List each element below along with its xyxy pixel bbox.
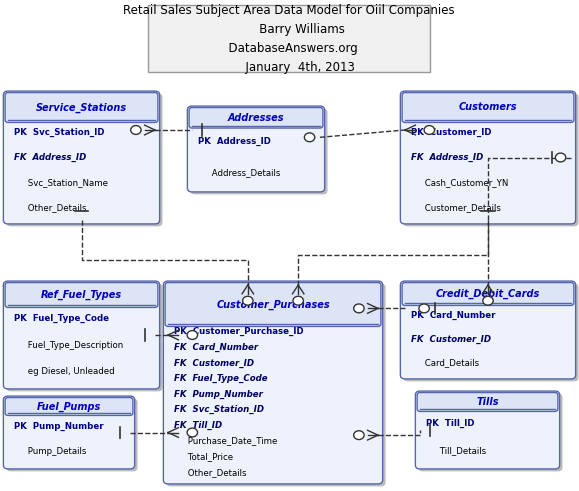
- Text: Customer_Purchases: Customer_Purchases: [216, 300, 330, 310]
- Text: Fuel_Type_Description: Fuel_Type_Description: [14, 340, 123, 350]
- Text: Cash_Customer_YN: Cash_Customer_YN: [411, 178, 508, 187]
- Text: PK  Till_ID: PK Till_ID: [426, 418, 475, 428]
- Circle shape: [354, 431, 364, 439]
- FancyBboxPatch shape: [6, 399, 138, 471]
- Text: Tills: Tills: [477, 397, 499, 407]
- FancyBboxPatch shape: [5, 282, 158, 307]
- FancyBboxPatch shape: [402, 282, 574, 305]
- FancyBboxPatch shape: [188, 106, 325, 192]
- Text: PK  Card_Number: PK Card_Number: [411, 310, 496, 320]
- FancyBboxPatch shape: [190, 109, 328, 194]
- Text: PK  Pump_Number: PK Pump_Number: [14, 421, 104, 431]
- Text: FK  Customer_ID: FK Customer_ID: [411, 334, 491, 344]
- Circle shape: [243, 296, 253, 305]
- FancyBboxPatch shape: [165, 282, 381, 327]
- Text: PK  Customer_Purchase_ID: PK Customer_Purchase_ID: [174, 327, 303, 336]
- FancyBboxPatch shape: [3, 91, 160, 224]
- Text: PK  Fuel_Type_Code: PK Fuel_Type_Code: [14, 314, 109, 323]
- Text: Fuel_Pumps: Fuel_Pumps: [37, 401, 101, 411]
- Text: FK  Fuel_Type_Code: FK Fuel_Type_Code: [174, 374, 267, 383]
- Text: Till_Details: Till_Details: [426, 446, 486, 456]
- Circle shape: [187, 428, 197, 437]
- FancyBboxPatch shape: [418, 393, 563, 471]
- FancyBboxPatch shape: [6, 283, 163, 391]
- Text: Other_Details: Other_Details: [14, 203, 86, 212]
- Text: FK  Card_Number: FK Card_Number: [174, 343, 258, 352]
- Text: Service_Stations: Service_Stations: [36, 102, 127, 112]
- Circle shape: [305, 133, 315, 142]
- Text: PK  Customer_ID: PK Customer_ID: [411, 128, 492, 137]
- FancyBboxPatch shape: [6, 93, 163, 226]
- FancyBboxPatch shape: [189, 108, 323, 128]
- Circle shape: [187, 330, 197, 339]
- Text: Address_Details: Address_Details: [198, 168, 280, 177]
- Text: FK  Svc_Station_ID: FK Svc_Station_ID: [174, 405, 264, 414]
- Text: eg Diesel, Unleaded: eg Diesel, Unleaded: [14, 367, 115, 376]
- FancyBboxPatch shape: [403, 93, 578, 226]
- Circle shape: [419, 304, 429, 313]
- Text: FK  Customer_ID: FK Customer_ID: [174, 358, 254, 368]
- Text: FK  Till_ID: FK Till_ID: [174, 421, 222, 430]
- Text: FK  Address_ID: FK Address_ID: [14, 153, 86, 162]
- Text: Retail Sales Subject Area Data Model for Oiil Companies
       Barry Williams
  : Retail Sales Subject Area Data Model for…: [123, 3, 455, 74]
- Text: Addresses: Addresses: [228, 113, 284, 123]
- Text: FK  Pump_Number: FK Pump_Number: [174, 390, 263, 399]
- FancyBboxPatch shape: [403, 283, 578, 382]
- Text: PK  Svc_Station_ID: PK Svc_Station_ID: [14, 128, 104, 137]
- FancyBboxPatch shape: [400, 281, 576, 379]
- Text: Credit_Debit_Cards: Credit_Debit_Cards: [436, 289, 540, 299]
- Text: Purchase_Date_Time: Purchase_Date_Time: [174, 436, 277, 445]
- Circle shape: [131, 126, 141, 135]
- Text: Total_Price: Total_Price: [174, 452, 233, 461]
- FancyBboxPatch shape: [3, 396, 135, 469]
- Circle shape: [424, 126, 434, 135]
- FancyBboxPatch shape: [400, 91, 576, 224]
- Text: Card_Details: Card_Details: [411, 358, 479, 367]
- Circle shape: [293, 296, 303, 305]
- Circle shape: [354, 304, 364, 313]
- FancyBboxPatch shape: [3, 281, 160, 389]
- Text: Svc_Station_Name: Svc_Station_Name: [14, 178, 108, 187]
- FancyBboxPatch shape: [417, 392, 558, 411]
- Text: Ref_Fuel_Types: Ref_Fuel_Types: [41, 290, 122, 300]
- Text: FK  Address_ID: FK Address_ID: [411, 153, 483, 162]
- FancyBboxPatch shape: [5, 398, 133, 415]
- Text: Customer_Details: Customer_Details: [411, 203, 501, 212]
- FancyBboxPatch shape: [166, 283, 386, 487]
- Bar: [148, 5, 430, 72]
- Text: PK  Address_ID: PK Address_ID: [198, 136, 271, 146]
- FancyBboxPatch shape: [415, 391, 560, 469]
- FancyBboxPatch shape: [402, 92, 574, 122]
- Circle shape: [483, 296, 493, 305]
- FancyBboxPatch shape: [5, 92, 158, 122]
- FancyBboxPatch shape: [163, 281, 383, 484]
- Text: Pump_Details: Pump_Details: [14, 447, 86, 457]
- Text: Other_Details: Other_Details: [174, 468, 247, 477]
- Circle shape: [555, 153, 566, 162]
- Text: Customers: Customers: [459, 103, 517, 112]
